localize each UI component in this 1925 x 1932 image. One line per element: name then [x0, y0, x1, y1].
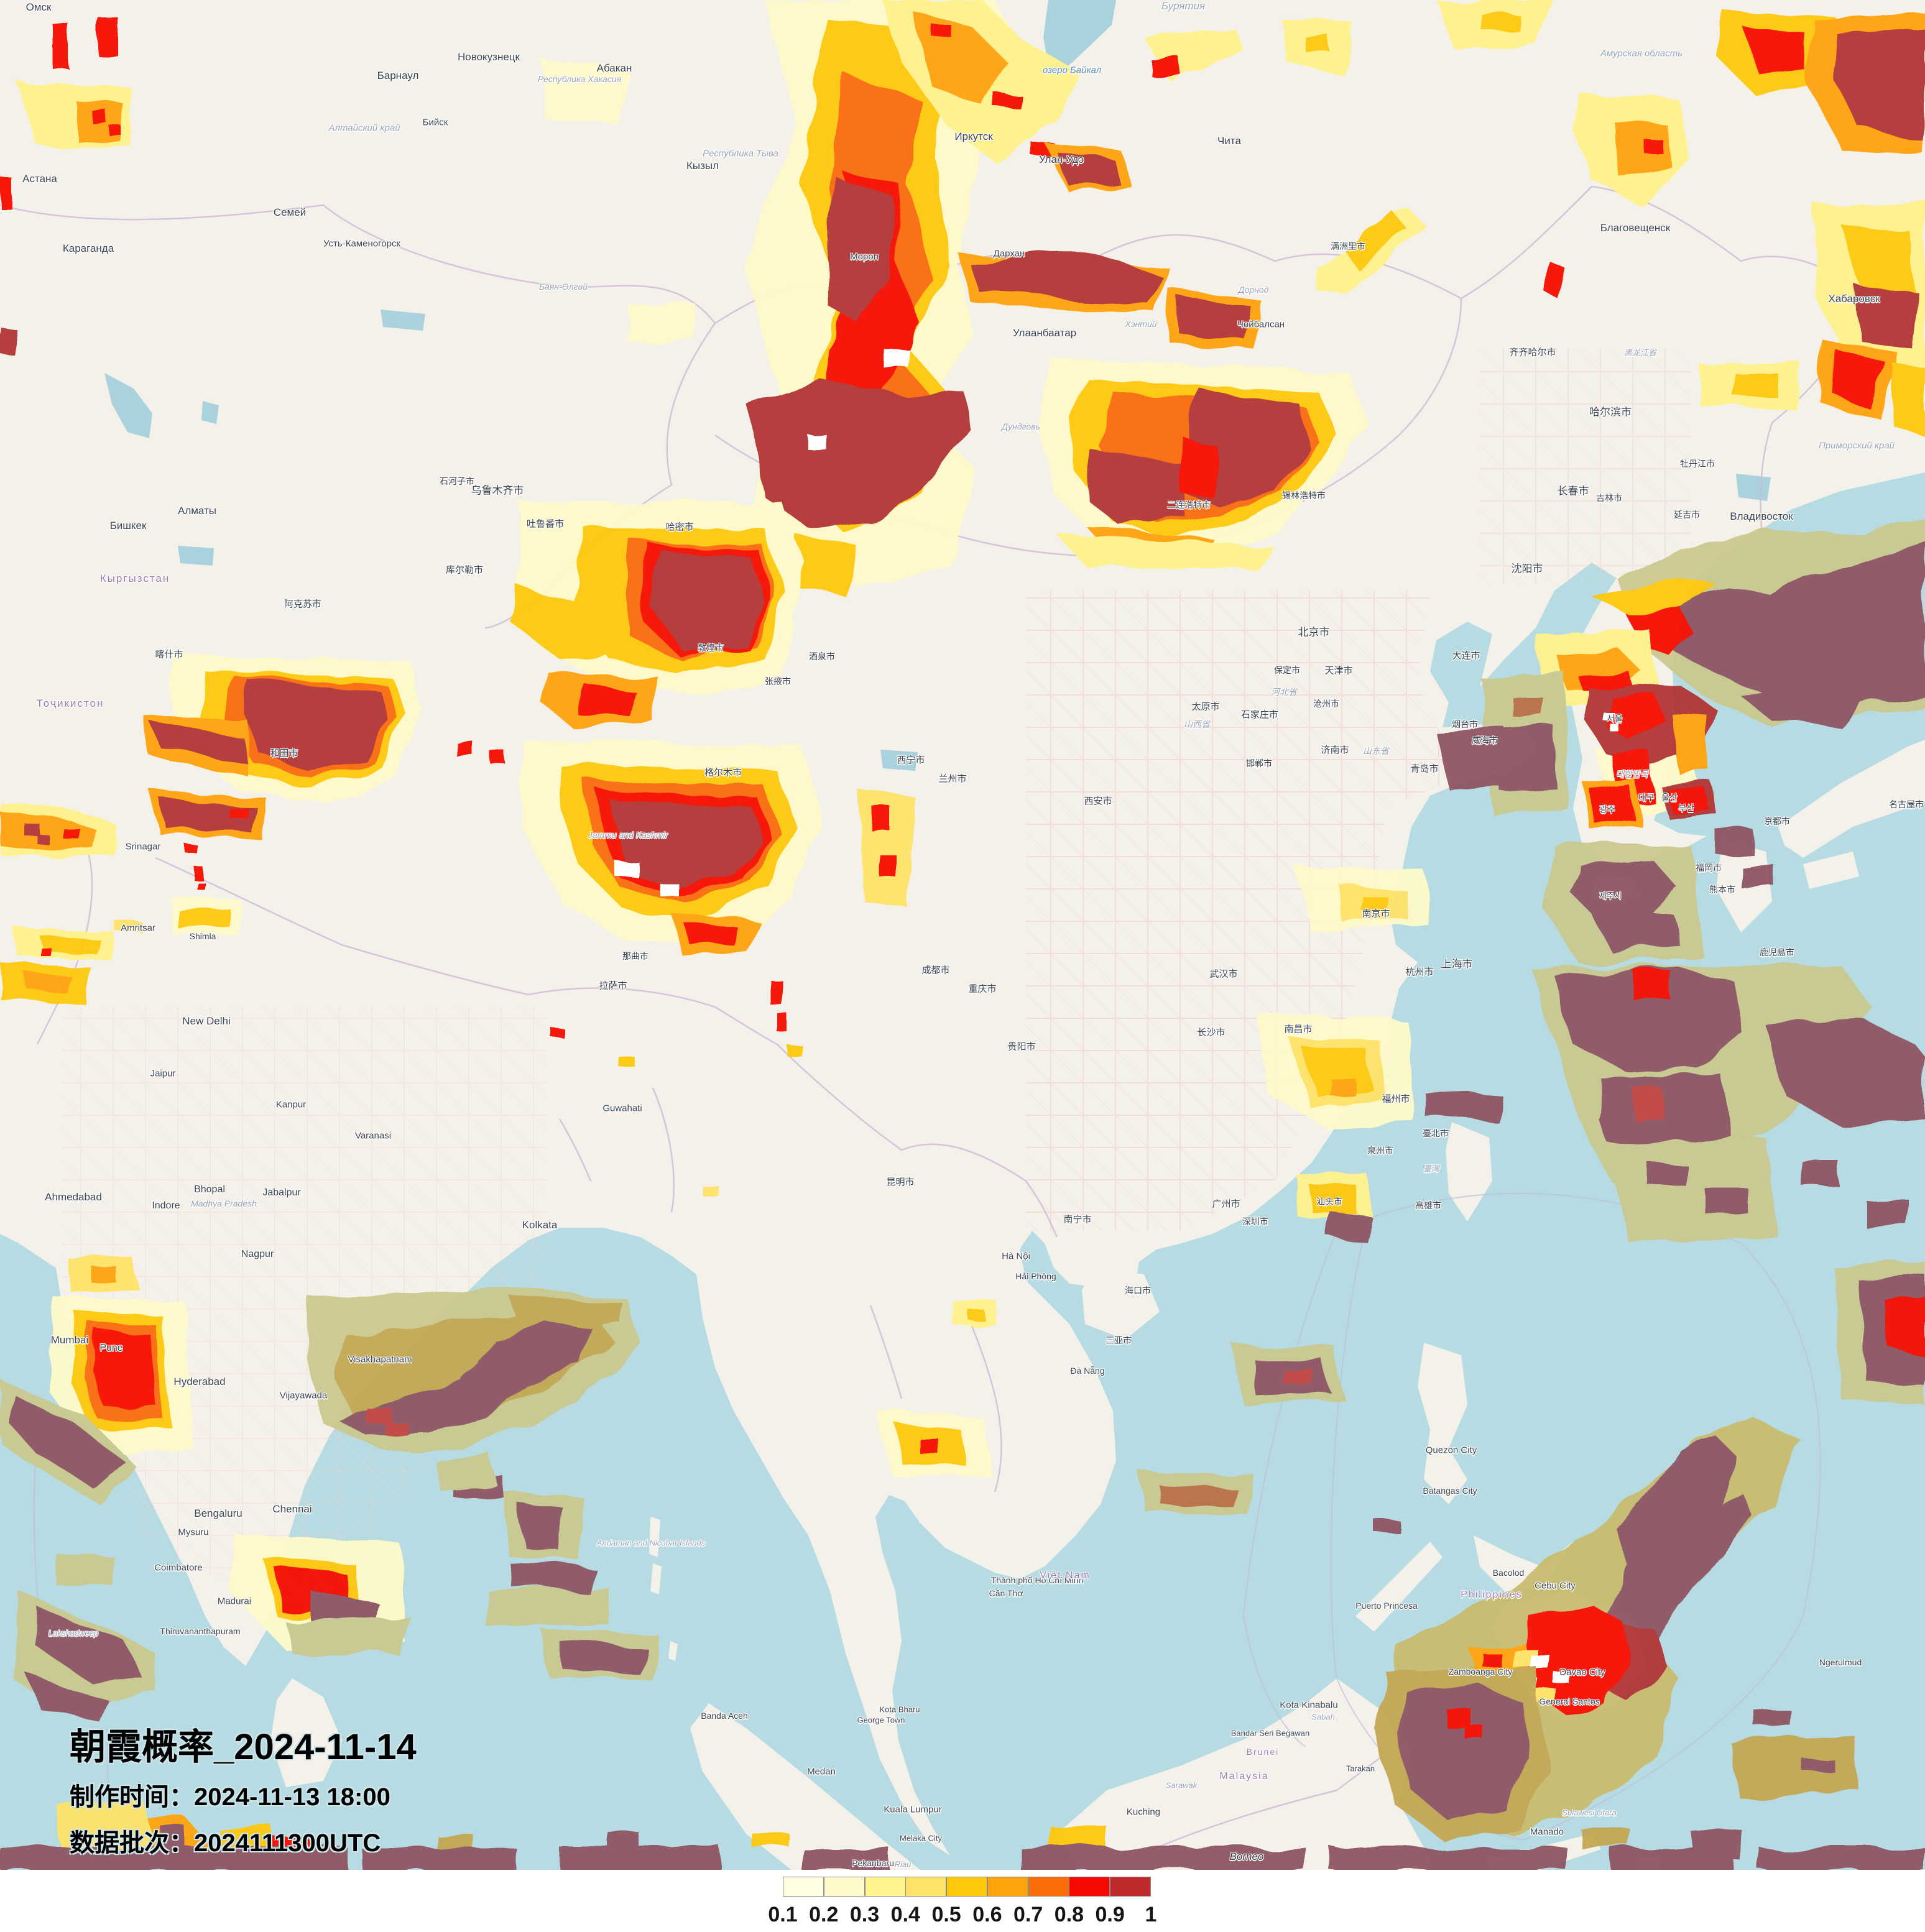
legend-tick: 0.5	[931, 1903, 961, 1926]
legend-tick: 0.6	[972, 1903, 1002, 1926]
legend-swatch	[987, 1877, 1028, 1897]
legend-swatch	[1028, 1877, 1069, 1897]
legend-swatch	[946, 1877, 988, 1897]
legend-tick: 0.1	[768, 1903, 798, 1926]
map-title: 朝霞概率_2024-11-14	[70, 1727, 417, 1767]
road-network	[62, 348, 1691, 1616]
legend-tick: 0.8	[1054, 1903, 1084, 1926]
production-time: 制作时间：2024-11-13 18:00	[70, 1783, 390, 1811]
legend-tick: 0.3	[849, 1903, 880, 1926]
title-block: 朝霞概率_2024-11-14 制作时间：2024-11-13 18:00 数据…	[70, 1721, 417, 1866]
legend-tick: 0.2	[809, 1903, 839, 1926]
legend-tick: 0.7	[1013, 1903, 1043, 1926]
legend-tick: 0.4	[890, 1903, 920, 1926]
data-batch: 数据批次：2024111300UTC	[70, 1829, 381, 1857]
legend-tick: 0.9	[1095, 1903, 1125, 1926]
probability-legend: 0.1 0.2 0.3 0.4 0.5 0.6 0.7 0.8 0.9 1	[768, 1877, 1157, 1930]
legend-swatch	[783, 1877, 824, 1897]
legend-swatch	[905, 1877, 947, 1897]
legend-tick: 1	[1145, 1903, 1157, 1926]
probability-overlay	[0, 0, 1925, 1871]
legend-swatch	[1110, 1877, 1152, 1897]
legend-swatch	[864, 1877, 906, 1897]
legend-swatch	[1069, 1877, 1110, 1897]
legend-swatch	[823, 1877, 865, 1897]
